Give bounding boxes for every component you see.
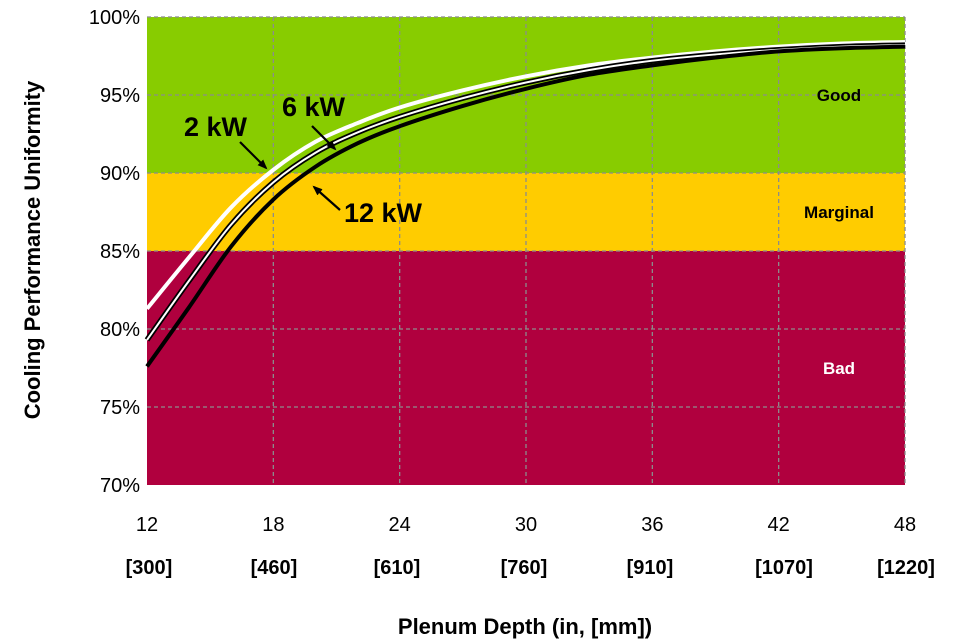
x-tick-secondary-label: [300] [126,557,173,579]
x-tick-label: 12 [136,514,158,536]
x-tick-label: 42 [768,514,790,536]
series-line-2kw [145,39,906,310]
series-annotations: 2 kW 6 kW 12 kW [184,92,423,228]
series-line-12kw [145,44,906,368]
series-line-6kw [146,44,906,341]
y-tick-label: 70% [100,475,140,497]
x-tick-secondary-label: [1220] [877,557,935,579]
y-tick-label: 85% [100,241,140,263]
y-tick-label: 90% [100,163,140,185]
x-axis-title: Plenum Depth (in, [mm]) [398,614,652,639]
y-tick-label: 100% [89,7,140,29]
arrow-6kw [311,125,337,151]
x-tick-label: 36 [641,514,663,536]
series-label-12kw: 12 kW [344,198,423,228]
zone-label-good: Good [817,86,861,105]
zone-label-bad: Bad [823,359,855,378]
series-lines [144,39,906,368]
x-tick-secondary-label: [760] [501,557,548,579]
axis-ticks: 70% 75% 80% 85% 90% 95% 100% 12 18 24 30 36 42 48 [300… [89,7,935,579]
x-tick-label: 24 [389,514,411,536]
series-label-6kw: 6 kW [282,92,346,122]
zone-label-marginal: Marginal [804,203,874,222]
x-tick-secondary-label: [910] [627,557,674,579]
x-tick-label: 18 [262,514,284,536]
arrow-2kw [239,141,268,170]
gridlines [147,16,906,485]
arrow-12kw [312,185,341,211]
series-label-2kw: 2 kW [184,112,248,142]
y-axis-title: Cooling Performance Uniformity [20,80,45,419]
x-tick-secondary-label: [1070] [755,557,813,579]
x-tick-label: 48 [894,514,916,536]
x-tick-secondary-label: [610] [374,557,421,579]
y-tick-label: 75% [100,397,140,419]
x-tick-secondary-label: [460] [251,557,298,579]
y-tick-label: 80% [100,319,140,341]
x-tick-label: 30 [515,514,537,536]
zone-labels: Bad Marginal Good [804,86,874,378]
y-tick-label: 95% [100,85,140,107]
